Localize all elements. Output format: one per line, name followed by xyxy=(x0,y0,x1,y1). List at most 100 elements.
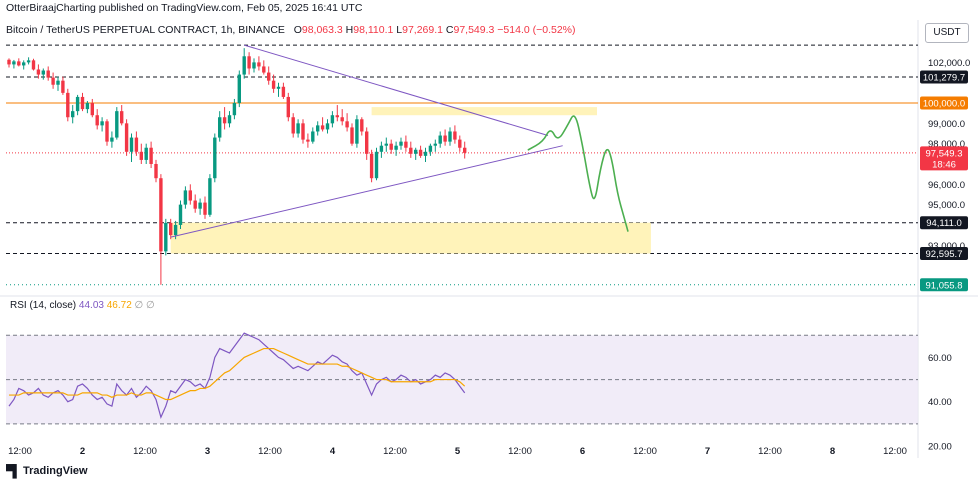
candle-61 xyxy=(306,133,310,148)
candle-body-23 xyxy=(120,111,124,124)
candle-82 xyxy=(409,141,413,158)
candle-body-38 xyxy=(193,200,197,209)
ohlc-low-value: 97,269.1 xyxy=(402,24,443,36)
candle-body-27 xyxy=(139,151,143,160)
candle-body-55 xyxy=(276,86,281,89)
candle-48 xyxy=(242,48,246,79)
candle-20 xyxy=(105,119,109,146)
resistance-zone xyxy=(371,107,597,116)
candle-58 xyxy=(291,113,295,138)
time-tick-6: 12:00 xyxy=(383,446,407,457)
candle-3 xyxy=(22,60,26,70)
candle-86 xyxy=(428,143,433,156)
candle-body-92 xyxy=(458,139,462,148)
candle-59 xyxy=(296,119,300,138)
candle-2 xyxy=(17,58,21,67)
candle-body-43 xyxy=(218,117,222,138)
candle-body-26 xyxy=(134,137,139,152)
candle-88 xyxy=(438,131,442,148)
candle-84 xyxy=(418,145,423,158)
candle-body-78 xyxy=(389,143,393,150)
time-tick-2: 12:00 xyxy=(133,446,157,457)
price-label-bg-3 xyxy=(920,216,968,230)
candle-body-3 xyxy=(22,62,26,66)
tradingview-brand: TradingView xyxy=(23,465,88,477)
candle-81 xyxy=(404,135,408,152)
candle-25 xyxy=(129,133,134,162)
candle-body-49 xyxy=(247,56,251,69)
candle-body-22 xyxy=(115,111,119,138)
candle-13 xyxy=(71,105,75,124)
candle-19 xyxy=(100,117,104,132)
candle-body-10 xyxy=(56,80,60,85)
time-tick-14: 12:00 xyxy=(883,446,907,457)
candle-30 xyxy=(154,159,158,183)
price-label-1: 100,000.0 xyxy=(920,96,968,110)
candle-85 xyxy=(423,147,428,162)
candle-43 xyxy=(218,111,222,142)
candle-55 xyxy=(276,82,281,97)
rsi-extra-2: ∅ xyxy=(146,300,155,311)
candle-body-13 xyxy=(71,111,75,118)
price-label-sub-2: 18:46 xyxy=(932,159,956,170)
rsi-tick-0: 60.00 xyxy=(928,353,952,364)
candle-body-69 xyxy=(345,121,349,128)
upper-trendline xyxy=(244,44,549,137)
candle-body-8 xyxy=(46,70,50,78)
currency-selector-button[interactable]: USDT xyxy=(925,23,969,43)
support-zone xyxy=(170,222,651,254)
candle-body-82 xyxy=(409,147,413,154)
rsi-extra-1: ∅ xyxy=(134,300,144,311)
candle-body-57 xyxy=(286,96,290,118)
candle-79 xyxy=(394,141,398,156)
candle-body-65 xyxy=(325,123,330,130)
time-tick-5: 4 xyxy=(330,446,336,457)
candle-29 xyxy=(149,141,153,169)
tradingview-logo[interactable]: ▀▌ TradingView xyxy=(6,464,88,478)
candle-body-90 xyxy=(448,131,452,142)
candle-12 xyxy=(66,88,70,122)
candle-body-16 xyxy=(85,103,90,110)
candle-body-4 xyxy=(26,60,31,63)
price-tick-0: 102,000.0 xyxy=(928,58,970,69)
candle-23 xyxy=(120,105,124,126)
price-label-text-3: 94,111.0 xyxy=(926,218,962,229)
ohlc-open-label: O xyxy=(293,24,302,36)
candle-62 xyxy=(311,127,315,144)
candle-66 xyxy=(330,111,335,128)
candle-73 xyxy=(365,127,369,160)
candle-90 xyxy=(448,127,452,146)
candle-64 xyxy=(320,117,325,132)
symbol-legend: Bitcoin / TetherUS PERPETUAL CONTRACT, 1… xyxy=(6,24,576,36)
candle-11 xyxy=(61,76,65,95)
rsi-name: RSI (14, close) xyxy=(10,300,77,311)
candle-body-1 xyxy=(12,61,16,65)
candle-body-59 xyxy=(296,123,300,134)
time-tick-13: 8 xyxy=(830,446,835,457)
candle-80 xyxy=(399,137,403,150)
candle-body-47 xyxy=(237,74,241,104)
price-tick-4: 95,000.0 xyxy=(928,200,965,211)
projection-path xyxy=(527,115,629,232)
candle-41 xyxy=(208,174,212,217)
candle-60 xyxy=(301,119,305,144)
candle-36 xyxy=(183,186,188,209)
candle-body-18 xyxy=(95,115,99,126)
candle-92 xyxy=(458,135,462,152)
candle-body-37 xyxy=(188,190,192,201)
candle-body-81 xyxy=(404,141,408,148)
candle-33 xyxy=(169,218,173,240)
candle-body-29 xyxy=(149,147,153,164)
candle-68 xyxy=(340,109,344,126)
candle-body-19 xyxy=(100,121,104,126)
candle-46 xyxy=(232,98,237,120)
candle-56 xyxy=(281,82,286,99)
candle-44 xyxy=(222,107,227,130)
price-label-5: 91,055.8 xyxy=(920,278,968,292)
candle-17 xyxy=(90,98,94,118)
price-label-text-0: 101,279.7 xyxy=(923,73,965,84)
candle-body-40 xyxy=(203,202,207,215)
candle-body-73 xyxy=(365,131,369,154)
price-label-text-2: 97,549.3 xyxy=(926,148,963,159)
